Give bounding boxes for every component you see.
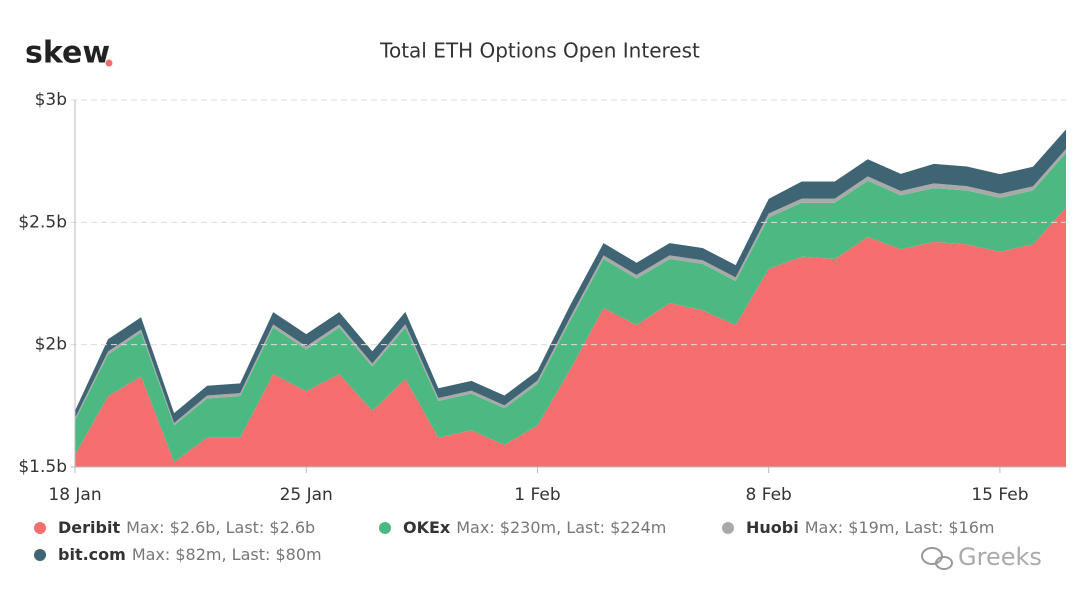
watermark: Greeks (958, 543, 1042, 571)
area (75, 207, 1066, 468)
x-tick-label: 18 Jan (48, 485, 101, 505)
x-tick-label: 15 Feb (971, 485, 1028, 505)
y-tick-label: $2b (35, 335, 67, 355)
legend-item: bit.com Max: $82m, Last: $80m (34, 545, 322, 564)
x-tick-label: 1 Feb (514, 485, 560, 505)
legend-stats: Max: $230m, Last: $224m (456, 518, 666, 537)
legend-marker (34, 522, 46, 534)
y-tick-label: $1.5b (18, 457, 67, 477)
legend-label: Deribit Max: $2.6b, Last: $2.6b (58, 518, 315, 537)
legend-item: Deribit Max: $2.6b, Last: $2.6b (34, 518, 315, 537)
logo-dot (105, 59, 113, 67)
legend-stats: Max: $2.6b, Last: $2.6b (126, 518, 315, 537)
legend-name: Huobi (746, 518, 799, 537)
legend-marker (722, 522, 734, 534)
legend-item: OKEx Max: $230m, Last: $224m (379, 518, 666, 537)
legend-stats: Max: $82m, Last: $80m (132, 545, 322, 564)
legend-label: bit.com Max: $82m, Last: $80m (58, 545, 322, 564)
legend-stats: Max: $19m, Last: $16m (805, 518, 995, 537)
x-tick-label: 25 Jan (280, 485, 333, 505)
x-tick-label: 8 Feb (746, 485, 792, 505)
legend-marker (379, 522, 391, 534)
watermark-icon (921, 547, 953, 570)
legend-item: Huobi Max: $19m, Last: $16m (722, 518, 995, 537)
legend-label: OKEx Max: $230m, Last: $224m (403, 518, 666, 537)
y-tick-label: $2.5b (18, 212, 67, 232)
legend-name: bit.com (58, 545, 126, 564)
legend-marker (34, 549, 46, 561)
legend-name: OKEx (403, 518, 451, 537)
logo: skew (25, 36, 110, 71)
area (75, 152, 1066, 463)
legend-label: Huobi Max: $19m, Last: $16m (746, 518, 995, 537)
legend-name: Deribit (58, 518, 120, 537)
y-tick-label: $3b (35, 90, 67, 110)
chart-title: Total ETH Options Open Interest (379, 39, 700, 63)
